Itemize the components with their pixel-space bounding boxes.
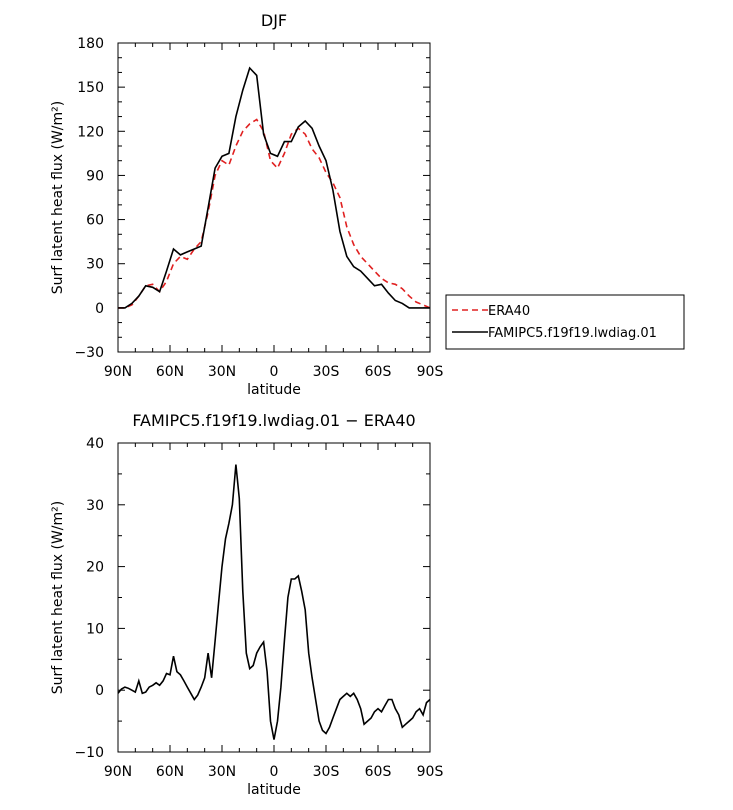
x-tick-label: 30N [208,764,236,780]
y-tick-label: 90 [86,168,104,184]
x-tick-label: 90S [417,364,444,380]
legend-label: FAMIPC5.f19f19.lwdiag.01 [488,326,657,341]
y-tick-label: 30 [86,257,104,273]
x-tick-label: 0 [270,764,279,780]
y-tick-label: 120 [77,124,104,140]
y-tick-label: 0 [95,683,104,699]
y-tick-label: 20 [86,560,104,576]
series-line-1 [118,118,430,309]
x-tick-label: 90N [104,364,132,380]
y-axis-label: Surf latent heat flux (W/m²) [50,501,66,694]
y-tick-label: 60 [86,213,104,229]
x-tick-label: 60N [156,764,184,780]
y-tick-label: 150 [77,80,104,96]
x-axis-label: latitude [247,782,301,798]
y-tick-label: −10 [74,745,104,761]
chart-panel-2: FAMIPC5.f19f19.lwdiag.01 − ERA40 90N 60N 30… [50,411,443,798]
x-tick-label: 30S [313,364,340,380]
legend: ERA40 FAMIPC5.f19f19.lwdiag.01 [445,294,685,350]
x-tick-label: 90S [417,764,444,780]
plot-frame [117,42,431,353]
chart-title: FAMIPC5.f19f19.lwdiag.01 − ERA40 [132,411,415,430]
x-axis-label: latitude [247,382,301,398]
x-tick-label: 60N [156,364,184,380]
plot-frame [117,442,431,753]
y-tick-label: 180 [77,36,104,52]
chart-title: DJF [261,11,287,30]
y-tick-label: 40 [86,436,104,452]
y-tick-label: 0 [95,301,104,317]
y-tick-label: −30 [74,345,104,361]
x-tick-label: 60S [365,764,392,780]
x-tick-label: 30S [313,764,340,780]
x-tick-label: 30N [208,364,236,380]
y-tick-label: 30 [86,498,104,514]
y-tick-label: 10 [86,621,104,637]
x-tick-label: 0 [270,364,279,380]
legend-box [445,294,685,350]
legend-label: ERA40 [488,304,530,319]
y-axis-label: Surf latent heat flux (W/m²) [50,101,66,294]
x-tick-label: 60S [365,364,392,380]
chart-panel-1: DJF 90N 60N 30N 0 30S 60S 90S −30 0 30 60 90 120 150 18… [50,11,685,398]
series-line-2 [118,66,430,309]
x-tick-label: 90N [104,764,132,780]
series-line-1 [118,464,430,740]
